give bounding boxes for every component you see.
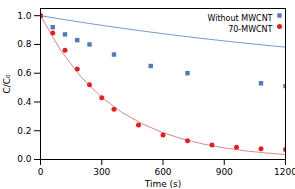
svg-text:C/C₀: C/C₀ (2, 74, 12, 94)
svg-text:0.6: 0.6 (17, 68, 32, 78)
svg-text:70-MWCNT: 70-MWCNT (228, 25, 272, 34)
svg-text:900: 900 (216, 167, 233, 177)
svg-text:0.2: 0.2 (17, 126, 31, 136)
svg-text:0.4: 0.4 (17, 97, 32, 107)
svg-text:1200: 1200 (274, 167, 295, 177)
svg-text:0.0: 0.0 (17, 154, 32, 164)
svg-text:300: 300 (93, 167, 110, 177)
svg-text:Time (s): Time (s) (144, 179, 182, 189)
svg-text:0: 0 (38, 167, 44, 177)
svg-text:600: 600 (154, 167, 171, 177)
svg-text:Without MWCNT: Without MWCNT (207, 14, 272, 23)
svg-text:0.8: 0.8 (17, 39, 32, 49)
svg-text:1.0: 1.0 (17, 11, 32, 21)
